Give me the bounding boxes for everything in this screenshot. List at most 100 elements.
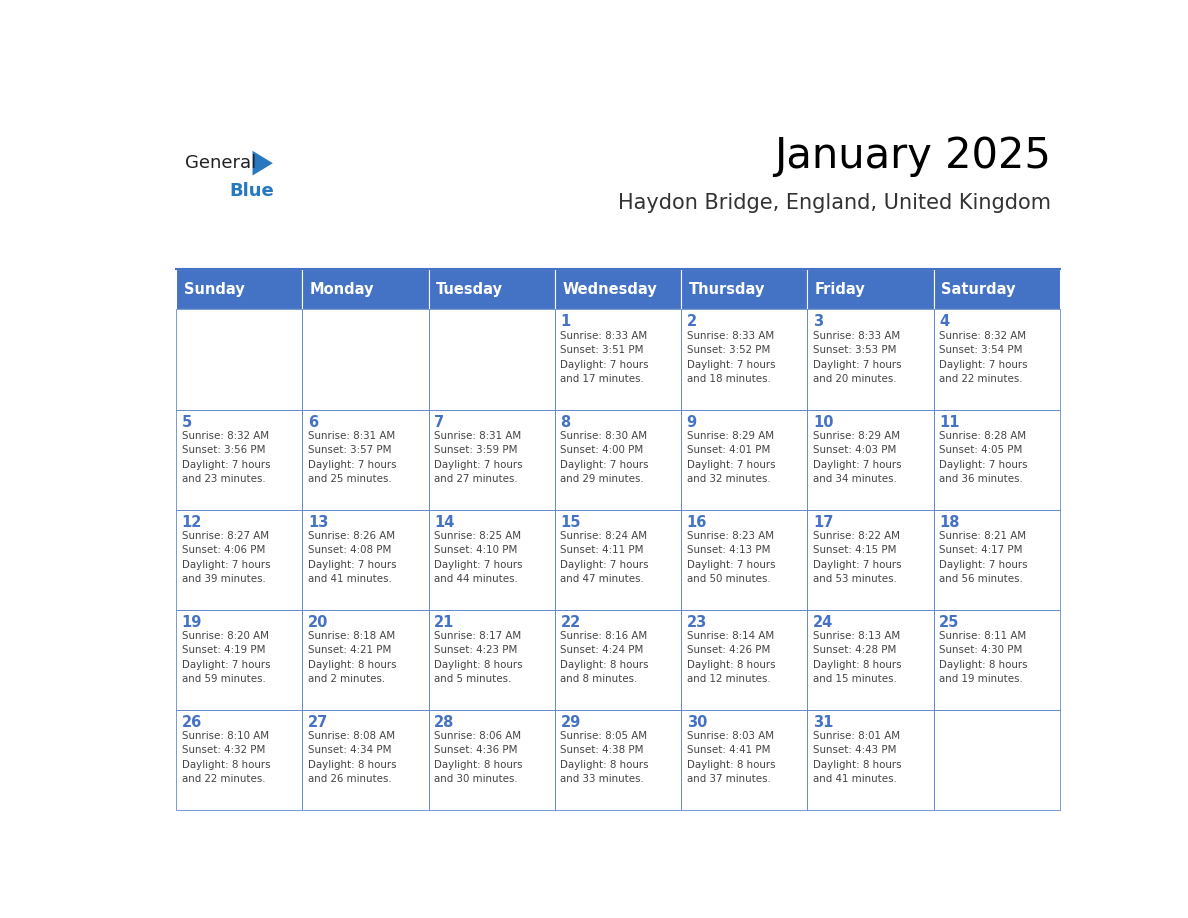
Bar: [429, 409, 555, 509]
Bar: [681, 610, 808, 710]
Text: 18: 18: [940, 515, 960, 530]
Text: Sunrise: 8:08 AM
Sunset: 4:34 PM
Daylight: 8 hours
and 26 minutes.: Sunrise: 8:08 AM Sunset: 4:34 PM Dayligh…: [308, 731, 397, 784]
Text: 29: 29: [561, 715, 581, 730]
Bar: [555, 509, 681, 610]
Text: January 2025: January 2025: [773, 135, 1051, 177]
Text: 14: 14: [434, 515, 455, 530]
Text: 1: 1: [561, 315, 570, 330]
Text: Monday: Monday: [310, 282, 374, 297]
Bar: [808, 710, 934, 810]
Bar: [934, 509, 1060, 610]
Bar: [808, 509, 934, 610]
Text: 28: 28: [434, 715, 455, 730]
Text: Sunrise: 8:28 AM
Sunset: 4:05 PM
Daylight: 7 hours
and 36 minutes.: Sunrise: 8:28 AM Sunset: 4:05 PM Dayligh…: [940, 431, 1028, 484]
Text: 26: 26: [182, 715, 202, 730]
Bar: [808, 409, 934, 509]
Text: Sunrise: 8:32 AM
Sunset: 3:56 PM
Daylight: 7 hours
and 23 minutes.: Sunrise: 8:32 AM Sunset: 3:56 PM Dayligh…: [182, 431, 270, 484]
Bar: [429, 309, 555, 409]
Text: Sunrise: 8:18 AM
Sunset: 4:21 PM
Daylight: 8 hours
and 2 minutes.: Sunrise: 8:18 AM Sunset: 4:21 PM Dayligh…: [308, 631, 397, 684]
Bar: [681, 409, 808, 509]
Text: Sunrise: 8:33 AM
Sunset: 3:53 PM
Daylight: 7 hours
and 20 minutes.: Sunrise: 8:33 AM Sunset: 3:53 PM Dayligh…: [813, 330, 902, 384]
Bar: [555, 710, 681, 810]
Text: 22: 22: [561, 615, 581, 630]
Bar: [808, 610, 934, 710]
Bar: [555, 269, 681, 309]
Text: 12: 12: [182, 515, 202, 530]
Bar: [555, 409, 681, 509]
Text: Sunrise: 8:30 AM
Sunset: 4:00 PM
Daylight: 7 hours
and 29 minutes.: Sunrise: 8:30 AM Sunset: 4:00 PM Dayligh…: [561, 431, 649, 484]
Text: 8: 8: [561, 415, 570, 430]
Bar: [303, 610, 429, 710]
Text: Sunrise: 8:14 AM
Sunset: 4:26 PM
Daylight: 8 hours
and 12 minutes.: Sunrise: 8:14 AM Sunset: 4:26 PM Dayligh…: [687, 631, 776, 684]
Bar: [303, 710, 429, 810]
Text: General: General: [185, 154, 257, 173]
Text: Saturday: Saturday: [941, 282, 1016, 297]
Text: Sunrise: 8:25 AM
Sunset: 4:10 PM
Daylight: 7 hours
and 44 minutes.: Sunrise: 8:25 AM Sunset: 4:10 PM Dayligh…: [434, 531, 523, 584]
Bar: [934, 269, 1060, 309]
Text: Sunrise: 8:27 AM
Sunset: 4:06 PM
Daylight: 7 hours
and 39 minutes.: Sunrise: 8:27 AM Sunset: 4:06 PM Dayligh…: [182, 531, 270, 584]
Text: Sunrise: 8:33 AM
Sunset: 3:52 PM
Daylight: 7 hours
and 18 minutes.: Sunrise: 8:33 AM Sunset: 3:52 PM Dayligh…: [687, 330, 776, 384]
Text: Sunrise: 8:23 AM
Sunset: 4:13 PM
Daylight: 7 hours
and 50 minutes.: Sunrise: 8:23 AM Sunset: 4:13 PM Dayligh…: [687, 531, 776, 584]
Text: Sunrise: 8:33 AM
Sunset: 3:51 PM
Daylight: 7 hours
and 17 minutes.: Sunrise: 8:33 AM Sunset: 3:51 PM Dayligh…: [561, 330, 649, 384]
Text: Blue: Blue: [229, 183, 274, 200]
Polygon shape: [253, 151, 273, 175]
Text: Sunrise: 8:10 AM
Sunset: 4:32 PM
Daylight: 8 hours
and 22 minutes.: Sunrise: 8:10 AM Sunset: 4:32 PM Dayligh…: [182, 731, 270, 784]
Text: 11: 11: [940, 415, 960, 430]
Text: 23: 23: [687, 615, 707, 630]
Text: 3: 3: [813, 315, 823, 330]
Text: Sunday: Sunday: [184, 282, 245, 297]
Bar: [303, 509, 429, 610]
Bar: [303, 309, 429, 409]
Text: 9: 9: [687, 415, 697, 430]
Bar: [176, 710, 303, 810]
Text: 13: 13: [308, 515, 328, 530]
Text: Sunrise: 8:32 AM
Sunset: 3:54 PM
Daylight: 7 hours
and 22 minutes.: Sunrise: 8:32 AM Sunset: 3:54 PM Dayligh…: [940, 330, 1028, 384]
Bar: [681, 309, 808, 409]
Text: Tuesday: Tuesday: [436, 282, 504, 297]
Bar: [934, 610, 1060, 710]
Bar: [934, 309, 1060, 409]
Bar: [429, 610, 555, 710]
Bar: [808, 269, 934, 309]
Text: Sunrise: 8:26 AM
Sunset: 4:08 PM
Daylight: 7 hours
and 41 minutes.: Sunrise: 8:26 AM Sunset: 4:08 PM Dayligh…: [308, 531, 397, 584]
Text: Sunrise: 8:21 AM
Sunset: 4:17 PM
Daylight: 7 hours
and 56 minutes.: Sunrise: 8:21 AM Sunset: 4:17 PM Dayligh…: [940, 531, 1028, 584]
Text: Sunrise: 8:31 AM
Sunset: 3:57 PM
Daylight: 7 hours
and 25 minutes.: Sunrise: 8:31 AM Sunset: 3:57 PM Dayligh…: [308, 431, 397, 484]
Bar: [681, 269, 808, 309]
Bar: [303, 409, 429, 509]
Bar: [176, 269, 303, 309]
Text: Haydon Bridge, England, United Kingdom: Haydon Bridge, England, United Kingdom: [618, 194, 1051, 214]
Text: Sunrise: 8:13 AM
Sunset: 4:28 PM
Daylight: 8 hours
and 15 minutes.: Sunrise: 8:13 AM Sunset: 4:28 PM Dayligh…: [813, 631, 902, 684]
Text: 30: 30: [687, 715, 707, 730]
Text: 19: 19: [182, 615, 202, 630]
Text: Sunrise: 8:06 AM
Sunset: 4:36 PM
Daylight: 8 hours
and 30 minutes.: Sunrise: 8:06 AM Sunset: 4:36 PM Dayligh…: [434, 731, 523, 784]
Bar: [429, 509, 555, 610]
Bar: [808, 309, 934, 409]
Bar: [555, 610, 681, 710]
Bar: [429, 710, 555, 810]
Text: 10: 10: [813, 415, 834, 430]
Text: Sunrise: 8:11 AM
Sunset: 4:30 PM
Daylight: 8 hours
and 19 minutes.: Sunrise: 8:11 AM Sunset: 4:30 PM Dayligh…: [940, 631, 1028, 684]
Text: 16: 16: [687, 515, 707, 530]
Bar: [934, 409, 1060, 509]
Text: 15: 15: [561, 515, 581, 530]
Bar: [934, 710, 1060, 810]
Text: Sunrise: 8:01 AM
Sunset: 4:43 PM
Daylight: 8 hours
and 41 minutes.: Sunrise: 8:01 AM Sunset: 4:43 PM Dayligh…: [813, 731, 902, 784]
Text: 20: 20: [308, 615, 328, 630]
Text: 24: 24: [813, 615, 833, 630]
Bar: [555, 309, 681, 409]
Bar: [303, 269, 429, 309]
Text: Sunrise: 8:03 AM
Sunset: 4:41 PM
Daylight: 8 hours
and 37 minutes.: Sunrise: 8:03 AM Sunset: 4:41 PM Dayligh…: [687, 731, 776, 784]
Text: Sunrise: 8:16 AM
Sunset: 4:24 PM
Daylight: 8 hours
and 8 minutes.: Sunrise: 8:16 AM Sunset: 4:24 PM Dayligh…: [561, 631, 649, 684]
Text: Sunrise: 8:20 AM
Sunset: 4:19 PM
Daylight: 7 hours
and 59 minutes.: Sunrise: 8:20 AM Sunset: 4:19 PM Dayligh…: [182, 631, 270, 684]
Text: Sunrise: 8:29 AM
Sunset: 4:03 PM
Daylight: 7 hours
and 34 minutes.: Sunrise: 8:29 AM Sunset: 4:03 PM Dayligh…: [813, 431, 902, 484]
Text: 31: 31: [813, 715, 833, 730]
Text: 25: 25: [940, 615, 960, 630]
Text: Sunrise: 8:17 AM
Sunset: 4:23 PM
Daylight: 8 hours
and 5 minutes.: Sunrise: 8:17 AM Sunset: 4:23 PM Dayligh…: [434, 631, 523, 684]
Text: Wednesday: Wednesday: [562, 282, 657, 297]
Text: Sunrise: 8:29 AM
Sunset: 4:01 PM
Daylight: 7 hours
and 32 minutes.: Sunrise: 8:29 AM Sunset: 4:01 PM Dayligh…: [687, 431, 776, 484]
Text: Sunrise: 8:31 AM
Sunset: 3:59 PM
Daylight: 7 hours
and 27 minutes.: Sunrise: 8:31 AM Sunset: 3:59 PM Dayligh…: [434, 431, 523, 484]
Bar: [176, 309, 303, 409]
Text: Friday: Friday: [815, 282, 866, 297]
Text: 2: 2: [687, 315, 697, 330]
Text: Thursday: Thursday: [689, 282, 765, 297]
